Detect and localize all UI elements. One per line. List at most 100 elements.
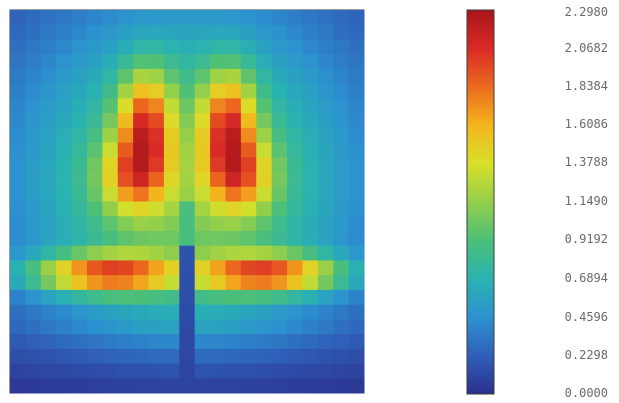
heatmap-cell — [40, 172, 57, 188]
heatmap-cell — [133, 230, 149, 247]
heatmap-cell — [333, 83, 350, 99]
heatmap-cell — [240, 68, 257, 85]
heatmap-cell — [256, 201, 273, 217]
heatmap-cell — [117, 113, 134, 129]
heatmap-cell — [71, 68, 88, 85]
heatmap-cell — [86, 54, 103, 70]
heatmap-cell — [148, 54, 165, 70]
heatmap-cell — [102, 363, 119, 379]
heatmap-cell — [148, 230, 165, 247]
heatmap-cell — [256, 319, 273, 335]
heatmap-cell — [287, 304, 303, 320]
heatmap-cell — [102, 334, 119, 350]
heatmap-cell — [133, 319, 149, 335]
heatmap-cell — [25, 83, 42, 99]
heatmap-cell — [163, 127, 180, 143]
heatmap-cell — [194, 289, 211, 306]
heatmap-cell — [40, 54, 57, 70]
heatmap-cell — [25, 113, 42, 129]
heatmap-cell — [102, 260, 119, 276]
heatmap-cell — [225, 289, 242, 306]
heatmap-cell — [210, 334, 226, 350]
heatmap-cell — [163, 201, 180, 217]
heatmap-cell — [133, 172, 149, 188]
heatmap-cell — [225, 304, 242, 320]
heatmap-cell — [163, 363, 180, 379]
heatmap-cell — [117, 142, 134, 158]
heatmap-cell — [225, 201, 242, 217]
heatmap-cell — [256, 334, 273, 350]
heatmap-cell — [133, 113, 149, 129]
heatmap-cell — [148, 334, 165, 350]
heatmap-cell — [10, 113, 26, 129]
colorbar-tick-label: 1.3788 — [565, 155, 608, 169]
heatmap-cell — [179, 98, 196, 114]
heatmap-cell — [25, 260, 42, 276]
heatmap-cell — [240, 127, 257, 143]
heatmap-cell — [210, 230, 226, 247]
heatmap-cell — [271, 304, 288, 320]
heatmap-cell — [225, 113, 242, 129]
heatmap-cell — [225, 39, 242, 55]
heatmap-cell — [25, 334, 42, 350]
heatmap-cell — [210, 201, 226, 217]
heatmap-cell — [86, 216, 103, 232]
heatmap-cell — [348, 113, 365, 129]
heatmap-cell — [194, 304, 211, 320]
heatmap-cell — [271, 157, 288, 173]
heatmap-cell — [210, 216, 226, 232]
heatmap-cell — [256, 216, 273, 232]
heatmap-cell — [71, 127, 88, 143]
heatmap-cell — [163, 348, 180, 364]
heatmap-cell — [287, 113, 303, 129]
heatmap-cell — [348, 10, 365, 26]
heatmap-cell — [102, 98, 119, 114]
heatmap-cell — [256, 260, 273, 276]
heatmap-cell — [317, 157, 334, 173]
heatmap-cell — [317, 68, 334, 85]
heatmap-cell — [148, 98, 165, 114]
heatmap-cell — [179, 113, 196, 129]
heatmap-cell — [102, 54, 119, 70]
heatmap-cell — [348, 68, 365, 85]
colorbar-tick-label: 0.0000 — [565, 386, 608, 400]
heatmap-cell — [302, 334, 319, 350]
heatmap-cell — [271, 172, 288, 188]
heatmap-cell — [56, 230, 72, 247]
heatmap-cell — [102, 186, 119, 202]
heatmap-cell — [102, 10, 119, 26]
heatmap-cell — [271, 334, 288, 350]
heatmap-cell — [40, 378, 57, 394]
heatmap-cell — [179, 304, 196, 320]
heatmap-cell — [133, 127, 149, 143]
heatmap-cell — [10, 68, 26, 85]
colorbar-tick-label: 1.8384 — [565, 79, 608, 93]
heatmap-cell — [163, 216, 180, 232]
heatmap-cell — [102, 157, 119, 173]
heatmap-cell — [240, 186, 257, 202]
heatmap-cell — [210, 319, 226, 335]
heatmap-cell — [271, 142, 288, 158]
heatmap-cell — [117, 319, 134, 335]
heatmap-cell — [86, 260, 103, 276]
heatmap-cell — [333, 39, 350, 55]
heatmap-cell — [210, 113, 226, 129]
heatmap-cell — [194, 68, 211, 85]
heatmap-cell — [317, 245, 334, 261]
heatmap-cell — [333, 334, 350, 350]
heatmap-cell — [287, 378, 303, 394]
heatmap-cell — [71, 348, 88, 364]
heatmap-cell — [10, 334, 26, 350]
heatmap-cell — [179, 319, 196, 335]
heatmap-cell — [148, 363, 165, 379]
heatmap-cell — [271, 378, 288, 394]
heatmap-cell — [25, 157, 42, 173]
heatmap-cell — [333, 127, 350, 143]
heatmap-cell — [133, 24, 149, 40]
heatmap-cell — [333, 113, 350, 129]
heatmap-cell — [256, 186, 273, 202]
heatmap-cell — [40, 289, 57, 306]
heatmap-cell — [40, 24, 57, 40]
heatmap-cell — [302, 83, 319, 99]
